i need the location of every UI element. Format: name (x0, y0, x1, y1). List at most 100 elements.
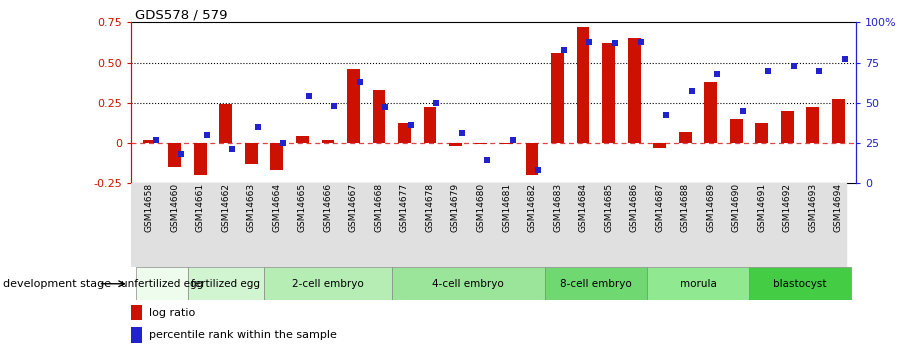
Bar (322, 139, 334, 143)
Point (302, 93, 316, 99)
Text: 8-cell embryo: 8-cell embryo (560, 279, 631, 289)
Text: GSM14666: GSM14666 (323, 183, 333, 232)
Text: GSM14694: GSM14694 (834, 183, 843, 232)
Text: GSM14665: GSM14665 (298, 183, 307, 232)
Text: 2-cell embryo: 2-cell embryo (292, 279, 363, 289)
Text: GSM14662: GSM14662 (221, 183, 230, 232)
Point (583, 39, 597, 45)
Point (684, 89, 699, 94)
Text: blastocyst: blastocyst (774, 279, 827, 289)
Text: GSM14693: GSM14693 (808, 183, 817, 232)
Bar (577, 27, 590, 143)
Bar (749, 267, 851, 300)
Text: GSM14683: GSM14683 (553, 183, 562, 232)
Point (812, 68, 826, 73)
Bar (647, 267, 749, 300)
Bar (347, 69, 360, 143)
Bar (398, 124, 410, 143)
Text: log ratio: log ratio (149, 308, 196, 318)
Point (429, 100, 444, 106)
Bar (628, 38, 641, 143)
Point (556, 47, 571, 52)
Bar (602, 43, 615, 143)
Text: GSM14682: GSM14682 (527, 183, 536, 232)
Text: GSM14681: GSM14681 (502, 183, 511, 232)
Bar (264, 267, 391, 300)
Bar (653, 143, 666, 148)
Text: GSM14679: GSM14679 (451, 183, 460, 232)
Text: GSM14661: GSM14661 (196, 183, 205, 232)
Point (327, 103, 342, 109)
Text: GSM14688: GSM14688 (680, 183, 689, 232)
Bar (131, 327, 142, 343)
Bar (756, 124, 768, 143)
Point (174, 151, 188, 157)
Bar (704, 82, 717, 143)
Point (199, 132, 214, 137)
Text: GSM14686: GSM14686 (630, 183, 639, 232)
Bar (475, 143, 487, 144)
Bar (391, 267, 545, 300)
Bar (525, 143, 538, 175)
Bar (449, 143, 462, 146)
Bar (245, 143, 257, 164)
Text: 4-cell embryo: 4-cell embryo (432, 279, 504, 289)
Point (225, 146, 239, 152)
Text: GSM14687: GSM14687 (655, 183, 664, 232)
Text: GSM14660: GSM14660 (170, 183, 179, 232)
Bar (679, 131, 691, 143)
Text: GSM14663: GSM14663 (246, 183, 255, 232)
Text: GSM14678: GSM14678 (426, 183, 435, 232)
Text: morula: morula (680, 279, 717, 289)
Point (786, 63, 801, 69)
Point (659, 113, 673, 118)
Text: GSM14658: GSM14658 (145, 183, 154, 232)
Point (633, 39, 648, 45)
Bar (730, 119, 743, 143)
Point (352, 79, 367, 85)
Point (149, 137, 163, 142)
Bar (296, 136, 309, 143)
Text: GSM14680: GSM14680 (477, 183, 486, 232)
Point (506, 137, 520, 142)
Text: GSM14668: GSM14668 (374, 183, 383, 232)
Text: GSM14684: GSM14684 (579, 183, 588, 232)
Text: GSM14692: GSM14692 (783, 183, 792, 232)
Point (378, 105, 392, 110)
Point (276, 140, 291, 146)
Text: GSM14677: GSM14677 (400, 183, 409, 232)
Point (455, 130, 469, 136)
Bar (131, 305, 142, 320)
Text: GSM14690: GSM14690 (732, 183, 741, 232)
Text: percentile rank within the sample: percentile rank within the sample (149, 330, 337, 340)
Bar (137, 267, 188, 300)
Bar (188, 267, 264, 300)
Text: GSM14689: GSM14689 (706, 183, 715, 232)
Bar (500, 143, 513, 144)
Text: fertilized egg: fertilized egg (191, 279, 260, 289)
Point (837, 57, 852, 62)
Point (403, 122, 418, 128)
Bar (194, 143, 207, 175)
Bar (545, 267, 647, 300)
Bar (143, 139, 156, 143)
Bar (806, 107, 819, 143)
Text: GDS578 / 579: GDS578 / 579 (135, 8, 227, 21)
Bar (424, 107, 437, 143)
Point (250, 124, 265, 129)
Point (761, 68, 776, 73)
Point (736, 108, 750, 114)
Text: GSM14664: GSM14664 (273, 183, 282, 232)
Bar (551, 53, 564, 143)
Point (709, 71, 724, 77)
Bar (169, 143, 181, 167)
Text: GSM14691: GSM14691 (757, 183, 766, 232)
Bar (832, 99, 844, 143)
Text: GSM14685: GSM14685 (604, 183, 613, 232)
Point (608, 40, 622, 46)
Bar (781, 111, 794, 143)
Bar (372, 90, 385, 143)
Bar (271, 143, 284, 170)
Text: development stage: development stage (3, 279, 111, 289)
Bar (219, 104, 232, 143)
